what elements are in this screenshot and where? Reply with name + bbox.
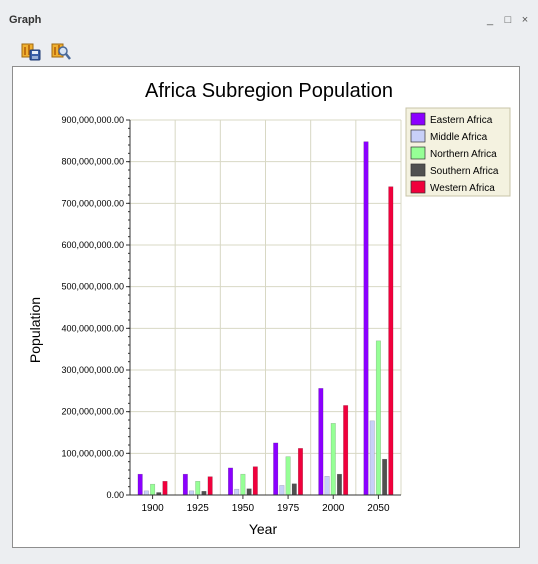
chart-title: Africa Subregion Population	[145, 80, 393, 102]
bar-middle-africa-1925	[189, 490, 195, 496]
save-chart-icon	[21, 43, 41, 61]
bar-eastern-africa-1950	[228, 467, 234, 496]
x-tick-label: 1950	[232, 503, 255, 514]
bar-middle-africa-2050	[369, 420, 375, 496]
bar-middle-africa-2000	[324, 476, 330, 496]
legend-swatch	[410, 129, 426, 143]
window-title: Graph	[9, 14, 42, 26]
bar-western-africa-1950	[252, 466, 258, 496]
legend-swatch	[410, 163, 426, 177]
chart-properties-button[interactable]	[50, 40, 72, 62]
x-tick-label: 1925	[187, 503, 210, 514]
y-tick-label: 400,000,000.00	[61, 323, 124, 333]
x-tick-label: 2050	[367, 503, 390, 514]
bar-eastern-africa-1900	[137, 473, 143, 496]
bar-western-africa-1925	[207, 476, 213, 496]
bar-western-africa-1900	[162, 481, 168, 496]
bar-northern-africa-1975	[285, 456, 291, 496]
legend-label: Western Africa	[430, 183, 495, 194]
y-tick-label: 800,000,000.00	[61, 157, 124, 167]
bar-northern-africa-2050	[375, 340, 381, 496]
y-tick-label: 900,000,000.00	[61, 115, 124, 125]
legend-label: Middle Africa	[430, 132, 488, 143]
legend-label: Eastern Africa	[430, 115, 493, 126]
y-tick-label: 500,000,000.00	[61, 282, 124, 292]
bar-southern-africa-2000	[336, 473, 342, 496]
grid-lines	[130, 119, 402, 496]
bar-northern-africa-1925	[195, 481, 201, 496]
x-tick-labels: 1900 1925 1950 1975 2000 2050	[141, 503, 390, 514]
bar-eastern-africa-2050	[363, 141, 369, 496]
save-chart-button[interactable]	[20, 40, 42, 62]
legend: Eastern Africa Middle Africa Northern Afri…	[405, 107, 511, 197]
legend-label: Southern Africa	[430, 166, 499, 177]
bar-western-africa-2050	[388, 186, 394, 496]
bar-chart: Africa Subregion Population Year Populat…	[27, 80, 511, 537]
legend-swatch	[410, 180, 426, 194]
y-tick-label: 200,000,000.00	[61, 407, 124, 417]
axes	[126, 119, 401, 499]
legend-swatch	[410, 146, 426, 160]
y-tick-label: 0.00	[106, 490, 124, 500]
bar-northern-africa-1900	[150, 483, 156, 496]
x-tick-label: 1975	[277, 503, 300, 514]
chart-properties-icon	[51, 43, 71, 60]
bar-middle-africa-1900	[143, 490, 149, 496]
bar-southern-africa-2050	[382, 458, 388, 496]
y-tick-label: 600,000,000.00	[61, 240, 124, 250]
y-tick-label: 300,000,000.00	[61, 365, 124, 375]
bar-middle-africa-1950	[234, 488, 240, 496]
y-tick-label: 100,000,000.00	[61, 448, 124, 458]
bar-eastern-africa-2000	[318, 388, 324, 496]
legend-swatch	[410, 112, 426, 126]
legend-label: Northern Africa	[430, 149, 497, 160]
y-tick-labels: 0.00 100,000,000.00 200,000,000.00 300,000,…	[61, 115, 124, 500]
y-axis-label: Population	[27, 297, 43, 363]
bar-western-africa-1975	[297, 448, 303, 496]
bar-northern-africa-1950	[240, 473, 246, 496]
close-button[interactable]: ×	[521, 14, 529, 26]
x-tick-label: 1900	[141, 503, 164, 514]
restore-button[interactable]: □	[504, 14, 512, 26]
y-tick-label: 700,000,000.00	[61, 198, 124, 208]
bar-southern-africa-1950	[246, 488, 252, 496]
bar-northern-africa-2000	[330, 423, 336, 496]
bar-southern-africa-1925	[201, 491, 207, 496]
x-axis-label: Year	[249, 521, 278, 537]
bars	[137, 141, 394, 496]
bar-southern-africa-1975	[291, 483, 297, 496]
title-bar: Graph _ □ ×	[0, 0, 538, 40]
chart-panel: Africa Subregion Population Year Populat…	[12, 66, 520, 548]
bar-eastern-africa-1975	[273, 442, 279, 496]
bar-eastern-africa-1925	[182, 473, 188, 496]
x-tick-label: 2000	[322, 503, 345, 514]
minimize-button[interactable]: _	[486, 14, 494, 26]
bar-middle-africa-1975	[279, 485, 285, 496]
bar-western-africa-2000	[343, 405, 349, 496]
